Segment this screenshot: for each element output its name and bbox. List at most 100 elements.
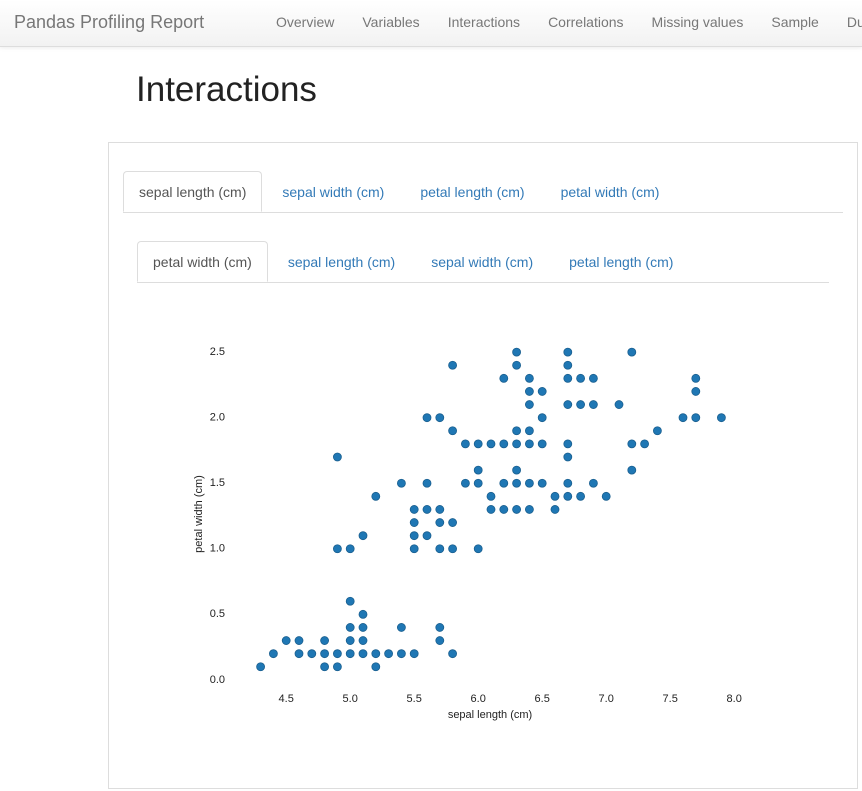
outer-tabs: sepal length (cm) sepal width (cm) petal l… <box>123 171 843 213</box>
point <box>448 544 458 554</box>
point <box>435 413 445 423</box>
point <box>525 387 534 396</box>
point <box>512 360 521 370</box>
point <box>256 662 266 672</box>
point <box>345 623 355 632</box>
point <box>409 505 419 514</box>
point <box>307 649 317 659</box>
point <box>512 426 521 436</box>
x-tick-label: 5.0 <box>343 693 358 705</box>
point <box>601 491 611 501</box>
point <box>512 478 521 488</box>
point <box>409 531 419 541</box>
tab[interactable]: sepal length (cm) <box>287 254 396 270</box>
nav-item[interactable]: Duplicate rows <box>846 14 862 30</box>
nav-item[interactable]: Overview <box>276 14 335 30</box>
point <box>576 400 585 409</box>
point <box>460 478 470 488</box>
tab[interactable]: petal width (cm) <box>560 184 660 200</box>
point <box>396 478 406 488</box>
point <box>486 505 496 514</box>
point <box>563 347 573 357</box>
nav-item[interactable]: Correlations <box>548 14 624 30</box>
point <box>448 518 458 527</box>
navbar: Pandas Profiling Report Overview Variable… <box>0 0 862 47</box>
point <box>294 649 304 659</box>
point <box>640 439 649 449</box>
point <box>435 544 445 554</box>
point <box>345 544 355 554</box>
point <box>435 636 445 645</box>
point <box>589 400 598 409</box>
x-axis-label: sepal length (cm) <box>448 709 532 721</box>
point <box>358 531 368 541</box>
nav-item[interactable]: Variables <box>362 14 420 30</box>
tab[interactable]: petal length (cm) <box>420 184 525 200</box>
point <box>320 636 330 645</box>
point <box>422 505 432 514</box>
point <box>691 373 701 383</box>
point <box>473 544 483 554</box>
tab[interactable]: petal length (cm) <box>569 254 674 270</box>
nav-item[interactable]: Interactions <box>447 14 521 30</box>
inner-tabs: petal width (cm) sepal length (cm) sepal w… <box>137 241 829 283</box>
point <box>345 649 355 659</box>
point <box>396 649 406 659</box>
point <box>563 400 573 409</box>
point <box>525 478 534 488</box>
point <box>332 452 342 462</box>
point <box>268 649 278 659</box>
point <box>486 491 496 501</box>
tab[interactable]: sepal length (cm) <box>123 171 263 212</box>
point <box>537 478 547 488</box>
point <box>537 439 547 449</box>
point <box>409 649 419 659</box>
point <box>499 373 509 383</box>
y-tick-label: 0.0 <box>210 674 225 686</box>
point <box>422 531 432 541</box>
point <box>332 649 342 659</box>
tab[interactable]: petal width (cm) <box>137 241 268 282</box>
point <box>345 596 355 606</box>
point <box>499 478 509 488</box>
point <box>396 623 406 632</box>
point <box>678 413 688 423</box>
point <box>563 360 573 370</box>
nav-items: Overview Variables Interactions Correlation… <box>262 14 862 30</box>
point <box>409 544 419 554</box>
point <box>563 439 573 449</box>
y-tick-label: 1.0 <box>210 543 225 555</box>
point <box>486 439 496 449</box>
point <box>332 544 342 554</box>
point <box>422 478 432 488</box>
panel: sepal length (cm) sepal width (cm) petal l… <box>108 142 858 789</box>
point <box>563 478 573 488</box>
point <box>281 636 291 645</box>
point <box>499 505 509 514</box>
heading: Interactions <box>136 70 317 109</box>
point <box>358 649 368 659</box>
nav-item[interactable]: Missing values <box>651 14 744 30</box>
point <box>435 518 445 527</box>
point <box>525 400 534 409</box>
point <box>448 360 458 370</box>
x-tick-label: 4.5 <box>279 693 294 705</box>
point <box>435 623 445 632</box>
point <box>525 439 534 449</box>
point <box>320 649 330 659</box>
point <box>614 400 624 409</box>
point <box>525 373 534 383</box>
point <box>512 465 521 475</box>
point <box>717 413 726 423</box>
point <box>345 636 355 645</box>
x-tick-label: 5.5 <box>407 693 422 705</box>
point <box>550 505 560 514</box>
point <box>294 636 304 645</box>
tab[interactable]: sepal width (cm) <box>282 184 385 200</box>
tab[interactable]: sepal width (cm) <box>431 254 534 270</box>
nav-item[interactable]: Sample <box>771 14 819 30</box>
point <box>653 426 662 436</box>
brand[interactable]: Pandas Profiling Report <box>14 12 205 32</box>
point <box>512 439 521 449</box>
